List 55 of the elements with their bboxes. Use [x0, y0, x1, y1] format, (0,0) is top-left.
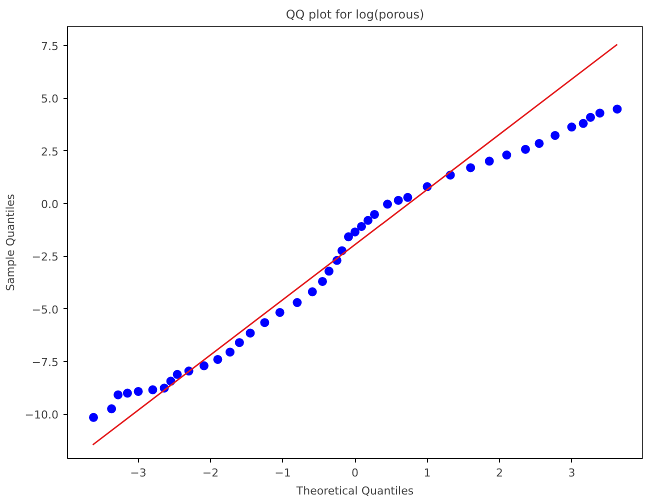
point [567, 122, 576, 132]
point [383, 200, 392, 209]
point [466, 163, 476, 172]
point [308, 287, 317, 296]
y-tick-label: 5.0 [41, 92, 59, 106]
point [89, 412, 98, 422]
point [275, 308, 284, 317]
chart-title: QQ plot for log(porous) [286, 8, 424, 22]
point [586, 112, 595, 122]
y-tick-label: −2.5 [32, 250, 59, 264]
point [114, 390, 123, 400]
point [234, 338, 244, 348]
x-tick-label: 0 [352, 466, 358, 480]
point [550, 130, 560, 140]
point [107, 404, 116, 414]
point [292, 298, 302, 308]
point [403, 192, 412, 202]
point [520, 144, 530, 154]
x-tick-label: 2 [496, 466, 503, 480]
point [394, 196, 403, 205]
y-tick-label: 2.5 [41, 145, 59, 158]
point [364, 216, 373, 225]
point [595, 108, 604, 118]
point [148, 385, 158, 394]
point [226, 348, 235, 357]
y-tick-label: −10.0 [24, 408, 59, 422]
point [260, 318, 270, 328]
y-tick-label: 7.5 [41, 40, 59, 53]
point [344, 232, 353, 242]
y-tick-label: −5.0 [32, 303, 59, 316]
y-tick-label: −7.5 [32, 356, 59, 370]
x-tick-label: 1 [424, 466, 431, 480]
point [318, 276, 327, 286]
x-tick-label: 3 [568, 466, 576, 480]
point [534, 138, 544, 148]
point [122, 388, 132, 398]
point [484, 156, 494, 166]
point [502, 150, 512, 160]
point [172, 370, 182, 379]
point [324, 266, 334, 276]
point [213, 354, 222, 364]
x-tick-label: −3 [130, 466, 146, 480]
x-tick-label: −2 [202, 466, 219, 480]
point [578, 118, 588, 128]
point [350, 227, 360, 236]
x-axis-title: Theoretical Quantiles [295, 484, 414, 498]
point [357, 222, 366, 231]
y-tick-label: 0.0 [41, 198, 59, 212]
x-tick-label: −1 [274, 466, 291, 480]
point [200, 361, 209, 370]
point [612, 104, 622, 114]
y-axis-title: Sample Quantiles [4, 194, 17, 292]
point [246, 328, 255, 338]
point [370, 210, 380, 219]
point [134, 386, 143, 396]
